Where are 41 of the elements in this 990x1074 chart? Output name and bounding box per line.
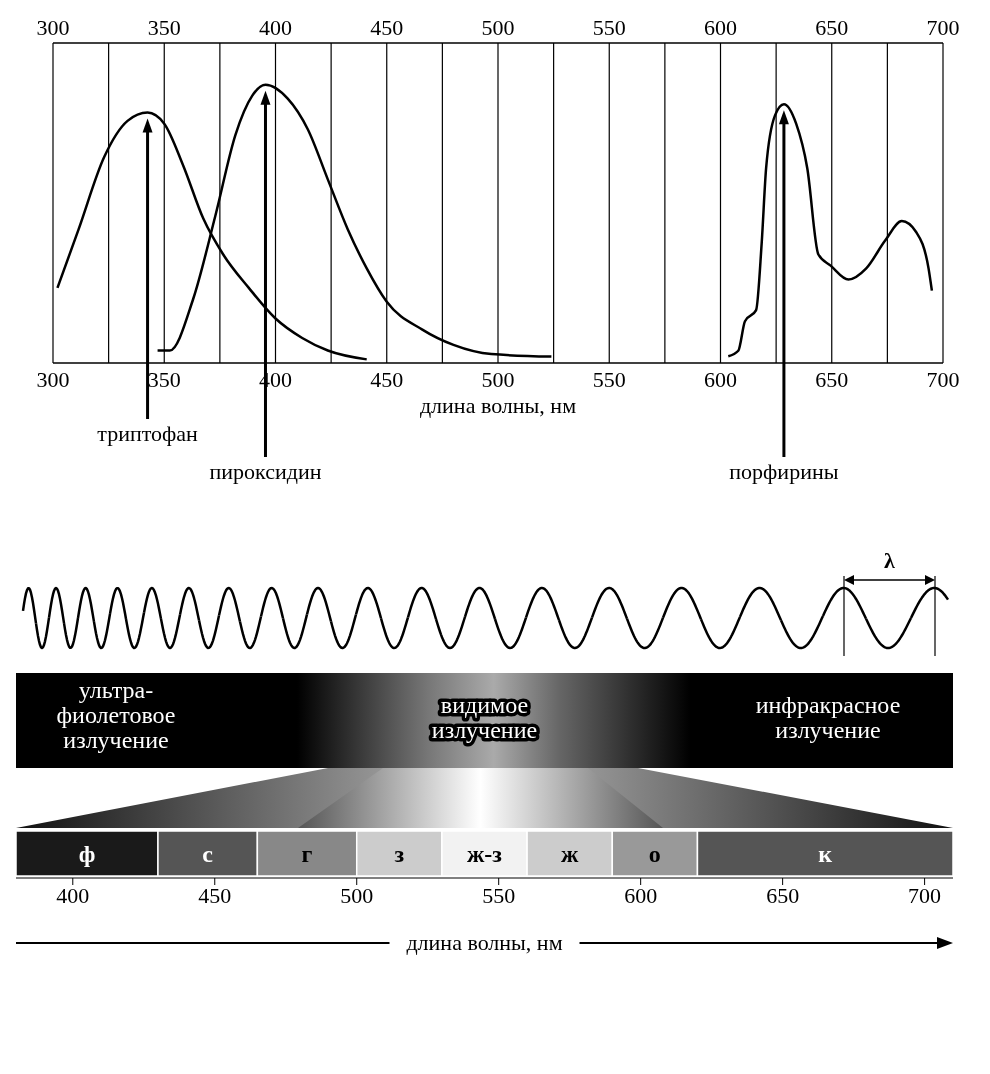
x-tick-label: 600 [624, 882, 658, 908]
x-tick-label: 550 [482, 882, 516, 908]
x-tick-label: 650 [815, 366, 849, 392]
x2-tick-label: 300 [36, 15, 70, 40]
series-label: з [394, 840, 405, 867]
x2-tick-label: 400 [259, 15, 292, 40]
x-tick-label: 600 [704, 366, 737, 392]
text: видимое излучение [431, 692, 538, 744]
text: инфракрасное излучение [755, 692, 901, 744]
x2-tick-label: 650 [815, 15, 849, 40]
x2-tick-label: 700 [926, 15, 960, 40]
x-tick-label: 650 [766, 882, 800, 908]
x-tick-label: 550 [592, 366, 626, 392]
text: триптофан [97, 421, 199, 446]
x2-tick-label: 350 [147, 15, 181, 40]
text: λ [884, 548, 896, 573]
x-tick-label: 300 [36, 366, 70, 392]
x2-tick-label: 500 [481, 15, 515, 40]
x2-tick-label: 600 [704, 15, 737, 40]
series-label: ф [78, 840, 96, 867]
x-axis-title: длина волны, нм [419, 393, 577, 418]
series-label: с [202, 840, 214, 867]
text: пироксидин [209, 459, 322, 484]
x-tick-label: 700 [908, 882, 942, 908]
series-label: ж-з [466, 840, 503, 867]
x2-tick-label: 450 [370, 15, 404, 40]
x-tick-label: 350 [147, 366, 181, 392]
x-tick-label: 400 [56, 882, 90, 908]
x-axis-title: длина волны, нм [406, 930, 563, 955]
series-label: о [648, 840, 661, 867]
x-tick-label: 450 [198, 882, 232, 908]
series-label: г [301, 840, 313, 867]
x-tick-label: 500 [340, 882, 374, 908]
x2-tick-label: 550 [592, 15, 626, 40]
x-tick-label: 700 [926, 366, 960, 392]
x-tick-label: 500 [481, 366, 515, 392]
text: порфирины [729, 459, 839, 484]
x-tick-label: 450 [370, 366, 404, 392]
series-label: ж [560, 840, 579, 867]
series-label: к [818, 840, 833, 867]
text: ультра- фиолетовое излучение [56, 677, 176, 754]
